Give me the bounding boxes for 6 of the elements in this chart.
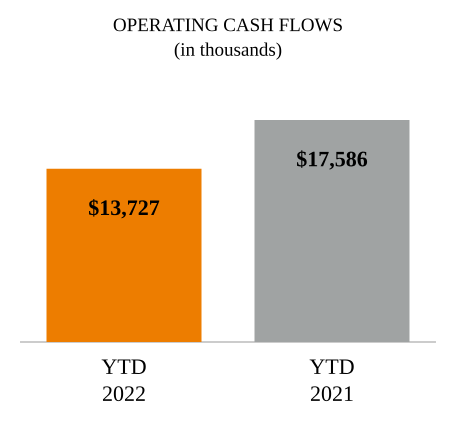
chart-title: OPERATING CASH FLOWS xyxy=(114,18,342,32)
data-label: $17,586 xyxy=(297,150,368,170)
chart-subtitle: (in thousands) xyxy=(174,42,282,60)
x-tick-label: YTD 2022 xyxy=(102,360,146,402)
x-tick-label: YTD 2021 xyxy=(310,360,354,402)
data-label: $13,727 xyxy=(89,199,160,218)
